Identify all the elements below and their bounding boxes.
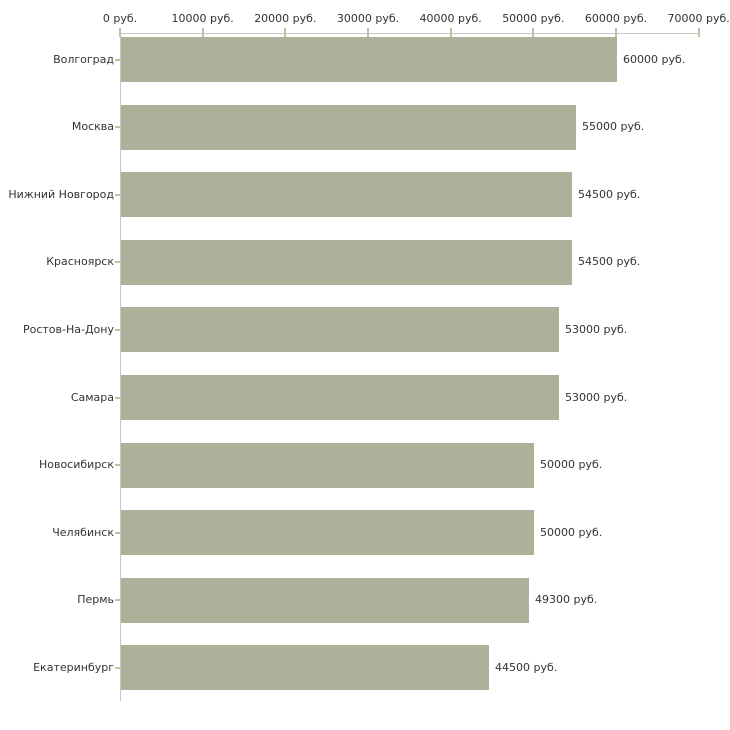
x-axis-line — [120, 33, 700, 34]
category-label: Челябинск — [52, 525, 114, 539]
category-tick-mark — [115, 666, 120, 669]
category-label: Самара — [70, 390, 114, 404]
x-tick-mark — [532, 28, 535, 37]
category-tick-mark — [115, 58, 120, 61]
category-label: Москва — [71, 120, 114, 134]
bar — [121, 37, 617, 82]
x-tick-label: 10000 руб. — [171, 12, 234, 25]
bar — [121, 172, 572, 218]
x-tick-label: 20000 руб. — [254, 12, 317, 25]
category-label: Екатеринбург — [33, 660, 114, 674]
x-tick-mark — [119, 28, 121, 37]
category-tick-mark — [115, 328, 120, 331]
category-tick-mark — [115, 126, 120, 129]
category-tick-mark — [115, 464, 120, 467]
category-tick-mark — [115, 261, 120, 264]
value-label: 55000 руб. — [582, 120, 645, 134]
category-label: Пермь — [77, 593, 114, 607]
bar — [121, 577, 529, 623]
x-tick-label: 60000 руб. — [584, 12, 648, 25]
value-label: 49300 руб. — [535, 593, 598, 607]
category-label: Новосибирск — [38, 458, 114, 472]
category-label: Нижний Новгород — [8, 187, 114, 201]
x-tick-label: 50000 руб. — [502, 12, 565, 25]
category-label: Волгоград — [53, 52, 114, 66]
category-label: Красноярск — [46, 255, 114, 269]
bar — [121, 442, 534, 488]
y-axis-line — [120, 33, 121, 701]
x-tick-label: 70000 руб. — [667, 12, 730, 25]
x-tick-mark — [367, 28, 369, 37]
value-label: 44500 руб. — [495, 660, 558, 674]
value-label: 53000 руб. — [565, 322, 628, 336]
x-tick-mark — [201, 28, 204, 37]
category-tick-mark — [115, 396, 120, 399]
x-tick-label: 40000 руб. — [419, 12, 482, 25]
category-tick-mark — [115, 599, 120, 602]
category-tick-mark — [115, 531, 120, 534]
bar — [121, 375, 559, 420]
x-tick-label: 30000 руб. — [336, 12, 400, 25]
bar — [121, 239, 572, 285]
category-tick-mark — [115, 193, 120, 196]
x-tick-mark — [284, 28, 287, 37]
bar — [121, 510, 534, 556]
value-label: 54500 руб. — [578, 255, 641, 269]
x-tick-mark — [697, 28, 700, 37]
value-label: 50000 руб. — [540, 458, 603, 472]
bar — [121, 104, 576, 150]
bar — [121, 645, 489, 691]
value-label: 53000 руб. — [565, 390, 628, 404]
value-label: 50000 руб. — [540, 525, 603, 539]
value-label: 60000 руб. — [623, 52, 686, 66]
x-tick-label: 0 руб. — [102, 12, 138, 25]
category-label: Ростов-На-Дону — [22, 322, 114, 336]
bar — [121, 307, 559, 353]
value-label: 54500 руб. — [578, 187, 641, 201]
x-tick-mark — [449, 28, 452, 37]
x-tick-mark — [615, 28, 617, 37]
